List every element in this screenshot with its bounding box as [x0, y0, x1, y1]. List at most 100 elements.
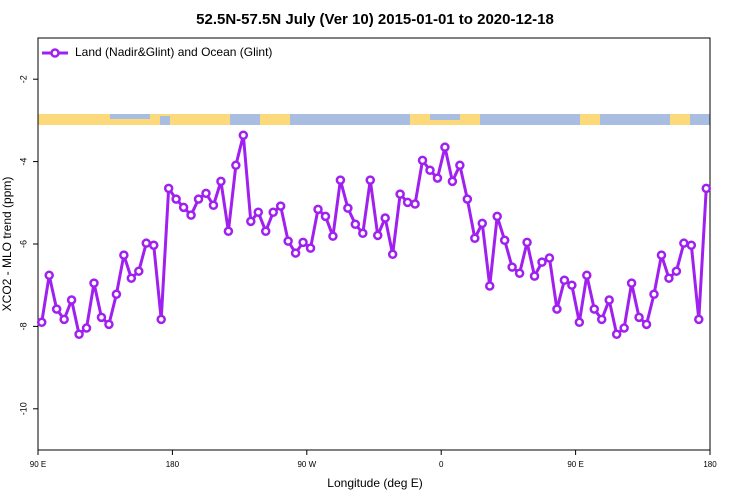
- data-point: [238, 130, 249, 140]
- data-point: [290, 248, 301, 258]
- x-tick-label: 90 E: [567, 460, 583, 469]
- data-point: [231, 160, 241, 171]
- data-point: [559, 275, 570, 286]
- data-point: [163, 183, 174, 194]
- map-strip: [38, 114, 710, 125]
- data-point: [358, 228, 368, 239]
- data-point: [626, 278, 637, 288]
- y-tick-label: -10: [18, 402, 28, 415]
- data-point: [216, 176, 226, 187]
- y-tick-label: -4: [18, 158, 28, 166]
- x-tick-label: 180: [166, 460, 180, 469]
- data-point: [111, 289, 122, 300]
- data-point: [148, 240, 159, 250]
- data-point: [679, 238, 689, 248]
- y-tick-label: -6: [18, 240, 28, 248]
- data-point: [529, 271, 540, 281]
- data-point: [283, 236, 293, 246]
- data-point: [81, 323, 92, 333]
- data-point: [186, 210, 196, 220]
- data-point: [275, 201, 286, 211]
- data-point: [350, 219, 361, 229]
- data-point: [470, 233, 480, 243]
- data-point: [641, 319, 652, 330]
- data-point: [432, 173, 443, 183]
- data-point: [492, 211, 502, 222]
- data-point: [320, 211, 331, 222]
- data-point: [260, 226, 271, 236]
- data-point: [89, 278, 99, 288]
- data-point: [380, 213, 390, 223]
- data-point: [305, 243, 316, 253]
- x-tick-label: 90 E: [30, 460, 46, 469]
- data-point: [649, 289, 659, 300]
- data-point: [126, 273, 137, 283]
- data-point: [507, 262, 517, 272]
- data-point: [74, 329, 84, 339]
- x-tick-label: 0: [439, 460, 444, 469]
- data-point: [104, 319, 114, 330]
- x-axis-label: Longitude (deg E): [327, 476, 422, 490]
- data-point: [268, 207, 278, 218]
- data-point: [634, 312, 644, 323]
- data-point: [387, 249, 398, 260]
- y-tick-label: -8: [18, 322, 28, 330]
- data-point: [365, 175, 376, 185]
- data-point: [425, 165, 435, 176]
- data-point: [36, 317, 47, 328]
- data-point: [619, 323, 629, 333]
- data-point: [455, 160, 465, 171]
- x-tick-label: 180: [703, 460, 717, 469]
- y-tick-label: -2: [18, 75, 28, 83]
- data-point: [208, 200, 219, 211]
- data-point: [96, 312, 107, 323]
- data-point: [671, 266, 682, 276]
- data-point: [395, 189, 405, 199]
- chart-title: 52.5N-57.5N July (Ver 10) 2015-01-01 to …: [196, 11, 554, 28]
- data-point: [66, 295, 77, 305]
- data-point: [402, 197, 413, 208]
- data-point: [313, 204, 323, 215]
- data-point: [335, 175, 346, 185]
- data-point: [537, 257, 547, 267]
- data-point: [134, 266, 144, 276]
- data-point: [589, 304, 600, 314]
- data-point: [328, 231, 338, 241]
- data-point: [484, 281, 495, 291]
- data-point: [694, 314, 704, 325]
- data-point: [499, 235, 510, 246]
- data-point: [552, 304, 562, 314]
- data-point: [604, 295, 614, 305]
- data-point: [119, 250, 129, 260]
- plot-frame: [37, 37, 711, 451]
- data-point: [298, 237, 308, 248]
- data-point: [417, 155, 428, 166]
- data-point: [51, 304, 62, 314]
- legend-label: Land (Nadir&Glint) and Ocean (Glint): [75, 45, 272, 59]
- data-point: [477, 218, 488, 229]
- data-point: [656, 250, 667, 260]
- data-point: [544, 253, 555, 263]
- data-point: [246, 216, 256, 227]
- x-tick-label: 90 W: [297, 460, 316, 469]
- data-point: [44, 270, 54, 281]
- y-axis-label: XCO2 - MLO trend (ppm): [0, 177, 14, 312]
- data-point: [201, 188, 211, 199]
- data-point: [596, 314, 607, 325]
- data-point: [611, 329, 622, 339]
- data-point: [574, 317, 585, 328]
- data-point: [686, 240, 697, 250]
- data-point: [372, 230, 383, 241]
- data-point: [171, 194, 181, 204]
- data-point: [567, 280, 577, 290]
- data-point: [141, 238, 152, 248]
- data-point: [664, 273, 674, 283]
- data-point: [59, 314, 69, 325]
- data-point: [440, 142, 450, 152]
- data-point: [156, 314, 166, 325]
- data-point: [447, 176, 458, 187]
- legend-marker: [50, 48, 60, 58]
- data-point: [410, 199, 420, 209]
- data-point: [343, 203, 353, 213]
